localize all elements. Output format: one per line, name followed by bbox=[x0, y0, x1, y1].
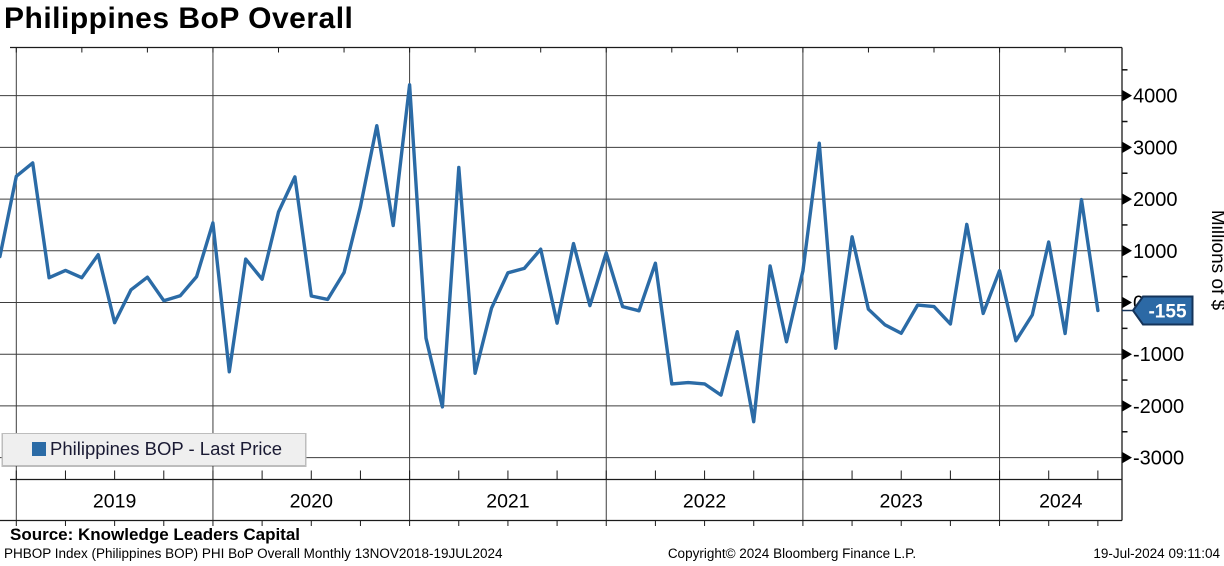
x-axis-labels: 2019 2020 2021 2022 2023 2024 bbox=[93, 491, 1083, 513]
x-tick-label: 2020 bbox=[290, 491, 334, 513]
x-tick-label: 2021 bbox=[486, 491, 529, 513]
horizontal-gridlines bbox=[0, 95, 1122, 459]
render-timestamp: 19-Jul-2024 09:11:04 bbox=[1093, 546, 1220, 561]
x-tick-label: 2023 bbox=[880, 491, 923, 513]
y-tick-label: 2000 bbox=[1133, 189, 1178, 211]
y-tick-label: -2000 bbox=[1133, 396, 1184, 418]
y-axis-title: Millions of $ bbox=[1207, 210, 1224, 311]
legend-item-philippines-bop[interactable]: Philippines BOP - Last Price bbox=[2, 433, 306, 466]
source-credit: Source: Knowledge Leaders Capital bbox=[10, 525, 301, 544]
x-tick-label: 2024 bbox=[1039, 491, 1083, 513]
legend-label: Philippines BOP - Last Price bbox=[50, 438, 283, 459]
series-color-swatch-icon bbox=[32, 442, 46, 456]
y-tick-label: -1000 bbox=[1133, 344, 1184, 366]
page-title: Philippines BoP Overall bbox=[4, 2, 354, 35]
y-axis-labels: 40003000200010000-1000-2000-3000 bbox=[1122, 86, 1184, 470]
copyright-notice: Copyright© 2024 Bloomberg Finance L.P. bbox=[667, 546, 917, 561]
y-tick-label: 4000 bbox=[1133, 86, 1178, 108]
ticker-description: PHBOP Index (Philippines BOP) PHI BoP Ov… bbox=[4, 546, 503, 561]
y-axis-minor-ticks bbox=[1122, 69, 1128, 433]
axis-tick-marks bbox=[15, 47, 1099, 526]
y-tick-label: 3000 bbox=[1133, 137, 1178, 159]
y-tick-label: -3000 bbox=[1133, 448, 1184, 470]
bop-series-line bbox=[0, 83, 1100, 424]
last-price-value: -155 bbox=[1148, 302, 1186, 323]
last-price-badge: -155 bbox=[1122, 295, 1194, 326]
x-tick-label: 2022 bbox=[683, 491, 726, 513]
y-tick-label: 1000 bbox=[1133, 241, 1178, 263]
plot-borders bbox=[0, 46, 1123, 522]
x-tick-label: 2019 bbox=[93, 491, 136, 513]
